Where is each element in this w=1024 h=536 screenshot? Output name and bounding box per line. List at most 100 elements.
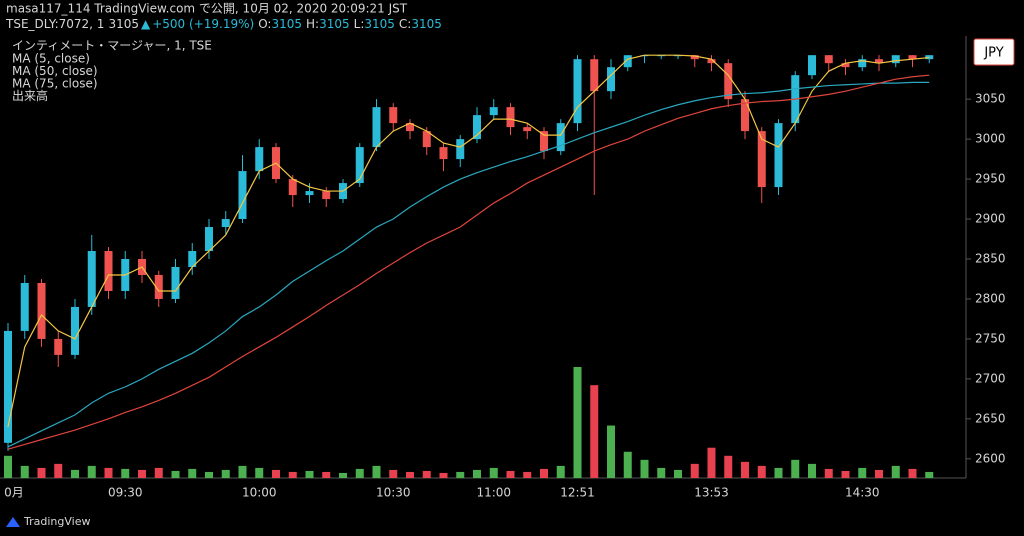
candle-body	[4, 330, 12, 443]
candle-body	[540, 131, 548, 152]
volume-bar	[238, 465, 247, 478]
currency-badge[interactable]	[973, 38, 1015, 66]
volume-bar	[757, 465, 766, 478]
y-tick-label: 2700	[975, 371, 1006, 385]
candle-body	[205, 227, 213, 252]
volume-bar	[406, 471, 414, 478]
candle-body	[925, 55, 934, 60]
x-tick-label: 13:53	[694, 486, 729, 500]
candle-body	[255, 147, 264, 172]
candle-body	[87, 251, 96, 307]
candle-body	[573, 59, 582, 124]
ohlc-label: O:	[258, 17, 271, 31]
volume-bar	[657, 467, 666, 478]
candle-body	[891, 55, 900, 64]
candle-body	[422, 131, 431, 148]
y-tick-label: 2650	[975, 411, 1006, 425]
candle-body	[774, 123, 783, 188]
candle-body	[238, 171, 247, 220]
currency: JPY	[983, 46, 1003, 61]
volume-bar	[858, 467, 867, 478]
ma-line	[7, 81, 930, 448]
footer-brand: TradingView	[23, 515, 90, 528]
volume-bar	[4, 455, 12, 478]
ohlc-label: L:	[354, 17, 365, 31]
y-tick-label: 2950	[975, 172, 1006, 186]
candle-body	[288, 179, 297, 196]
legend-entry: MA (75, close)	[12, 77, 98, 91]
volume-bar	[791, 459, 800, 478]
header-line1: masa117_114 TradingView.com で公開, 10月 02,…	[6, 2, 408, 16]
header-line2: TSE_DLY:7072, 1 3105 ▲ +500 (+19.19%) O:3105…	[5, 17, 442, 31]
volume-bar	[556, 465, 565, 478]
volume-bar	[925, 471, 934, 478]
volume-bar	[724, 455, 733, 478]
candle-body	[322, 191, 331, 200]
x-tick-label: 12:51	[560, 486, 595, 500]
candle-body	[908, 55, 917, 60]
candle-body	[707, 59, 716, 64]
candle-body	[104, 251, 113, 291]
candle-body	[607, 67, 615, 92]
volume-bar	[623, 451, 632, 478]
volume-bar	[422, 470, 431, 478]
candle-body	[556, 123, 565, 152]
volume-bar	[590, 385, 599, 478]
volume-bar	[741, 461, 749, 478]
candle-body	[741, 99, 749, 132]
ohlc-value: 3105	[319, 17, 350, 31]
volume-bar	[305, 470, 314, 478]
volume-bar	[121, 468, 130, 478]
ohlc-value: 3105	[271, 17, 302, 31]
volume-bar	[154, 467, 163, 478]
candle-body	[690, 55, 699, 60]
candle-body	[20, 282, 29, 331]
volume-bar	[439, 472, 448, 478]
legend-entry: MA (50, close)	[12, 64, 98, 78]
y-tick-label: 2900	[975, 212, 1006, 226]
volume-bar	[456, 471, 465, 478]
candle-body	[623, 55, 632, 68]
candle-body	[372, 107, 381, 148]
volume-bar	[389, 469, 398, 478]
ma-line	[7, 74, 930, 450]
volume-bar	[640, 459, 649, 478]
candle-body	[858, 59, 867, 68]
volume-bar	[824, 468, 833, 478]
candle-body	[305, 191, 314, 196]
x-tick-label: 11:00	[476, 486, 511, 500]
candle-body	[824, 55, 833, 64]
legend-entry: 出来高	[12, 88, 48, 103]
volume-bar	[87, 465, 96, 478]
volume-bar	[188, 468, 197, 478]
candle-body	[590, 59, 599, 92]
volume-bar	[573, 367, 582, 478]
candle-body	[439, 147, 448, 160]
candle-body	[473, 115, 481, 140]
legend-entry: MA (5, close)	[12, 52, 90, 66]
volume-bar	[37, 467, 46, 478]
y-tick-label: 3050	[975, 92, 1006, 106]
candle-body	[489, 107, 498, 116]
chart-title: インティメート・マージャー, 1, TSE	[12, 39, 212, 53]
candle-body	[37, 282, 46, 339]
volume-bar	[171, 470, 180, 478]
ohlc-value: 3105	[411, 17, 442, 31]
candle-body	[808, 55, 816, 76]
volume-bar	[104, 467, 113, 478]
candle-body	[171, 266, 180, 299]
logo	[6, 517, 20, 527]
volume-bar	[71, 469, 79, 478]
y-tick-label: 3000	[975, 132, 1006, 146]
ohlc-value: 3105	[364, 17, 395, 31]
volume-bar	[138, 469, 146, 478]
volume-bar	[255, 467, 264, 478]
ohlc-label: H:	[306, 17, 319, 31]
volume-bar	[690, 463, 699, 478]
x-tick-label: 10:00	[242, 486, 277, 500]
symbol: TSE_DLY:7072, 1	[5, 17, 104, 31]
change: +500 (+19.19%)	[152, 17, 254, 31]
candle-body	[389, 107, 398, 124]
